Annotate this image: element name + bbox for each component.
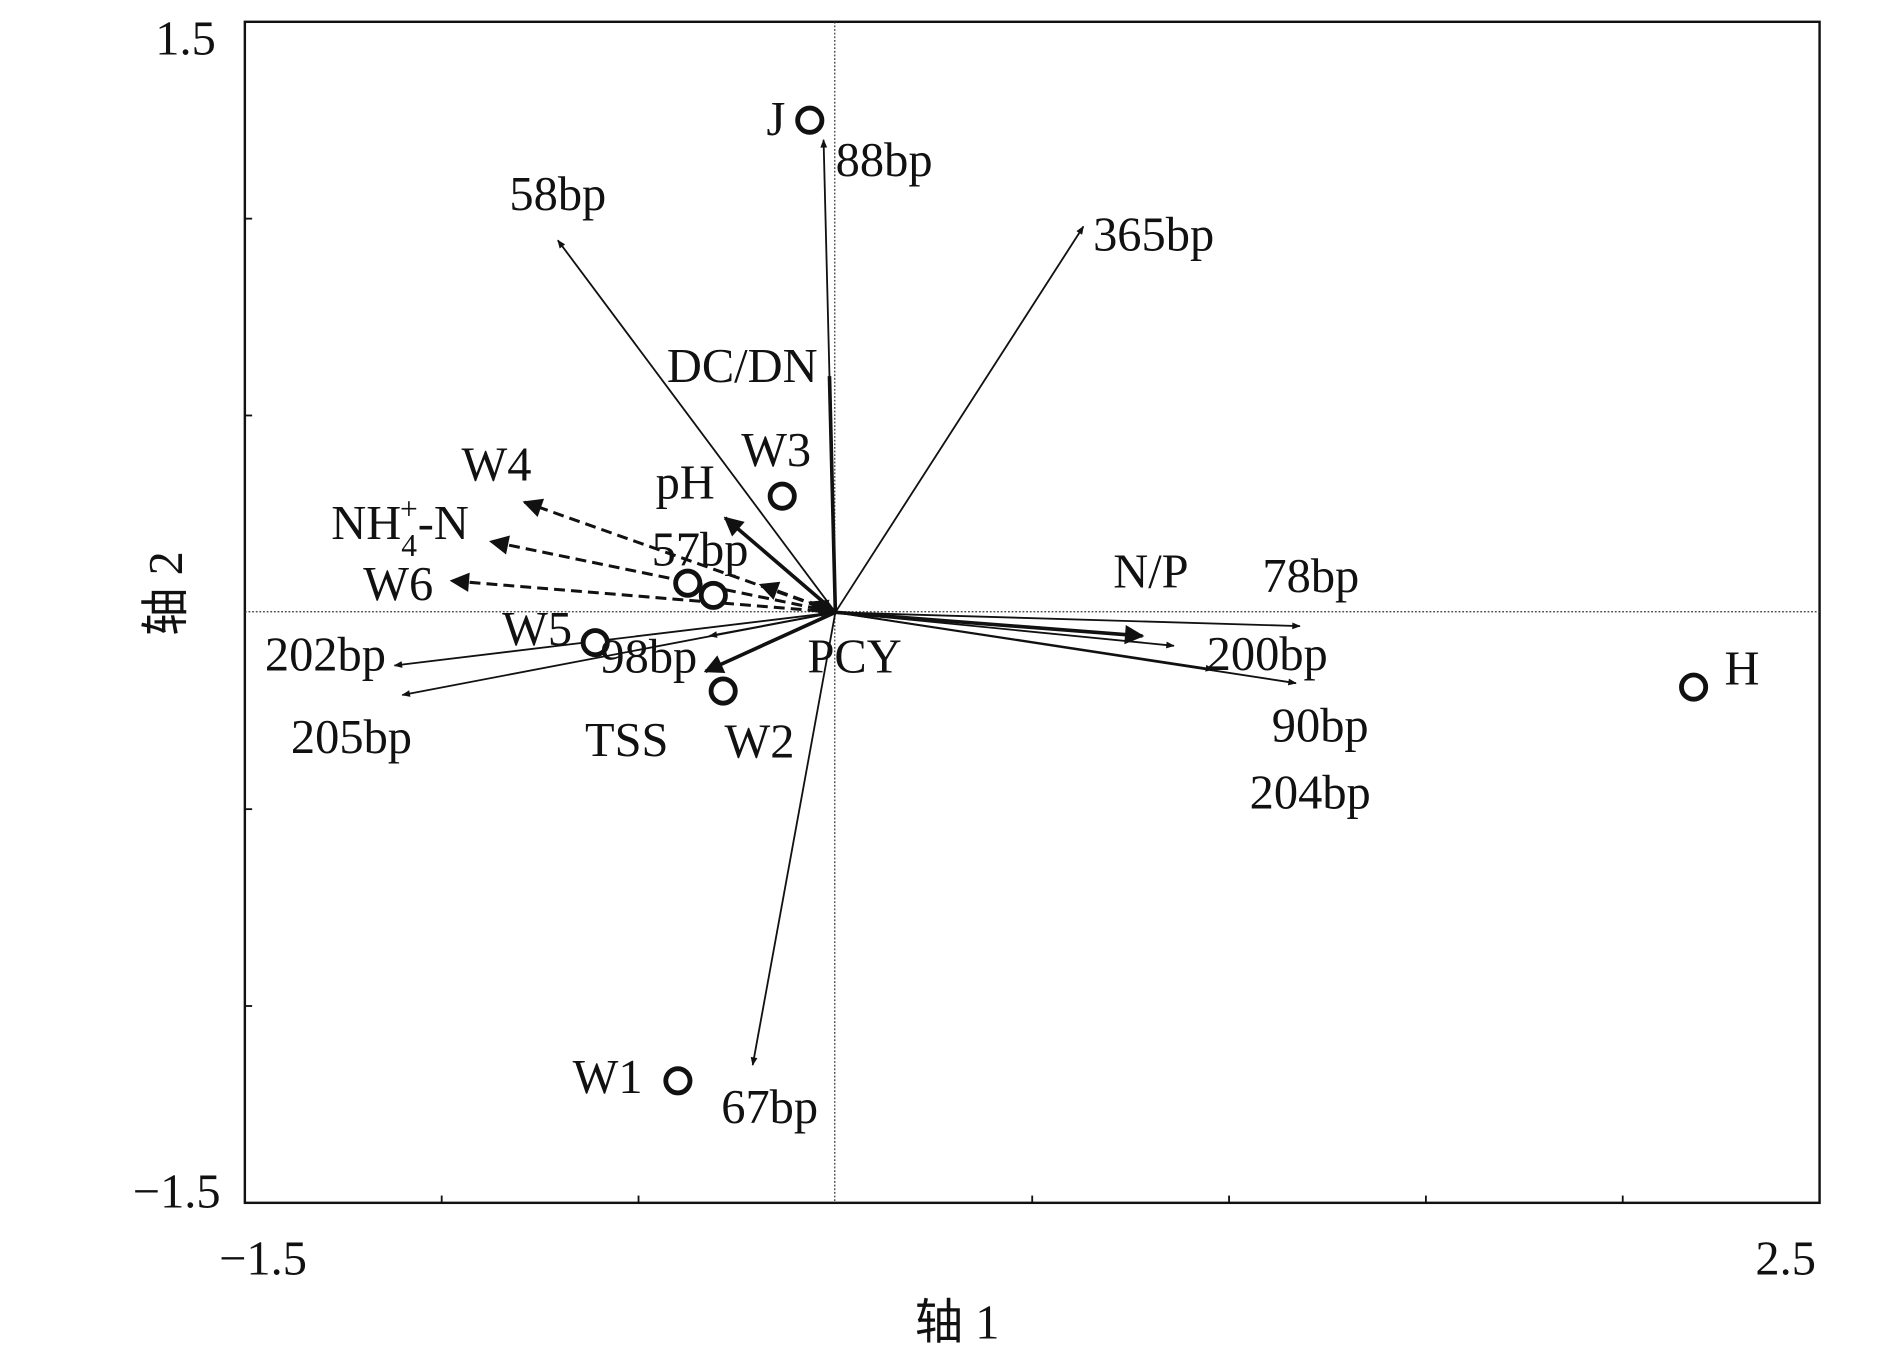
site-point: [795, 105, 825, 135]
site-point: [698, 580, 728, 610]
y-axis-label: 轴 2: [140, 551, 193, 636]
site-label: W2: [725, 716, 795, 769]
arrow-label: PCY: [807, 631, 901, 684]
site-label: J: [766, 93, 785, 146]
arrow-n-p: [835, 610, 1145, 645]
arrow-58bp: [557, 239, 837, 613]
arrow-label: N/P: [1113, 545, 1188, 598]
arrow-label: 205bp: [291, 711, 412, 764]
arrow-67bp: [750, 612, 837, 1066]
arrow-78bp: [835, 611, 1301, 630]
arrow-204bp: [835, 611, 1215, 672]
arrow-label: NH4+-N: [331, 492, 469, 563]
arrow-label: 58bp: [509, 168, 606, 221]
arrow-label: 78bp: [1262, 550, 1359, 603]
arrow-label: TSS: [585, 714, 668, 767]
y-tick-label-top: 1.5: [155, 13, 216, 66]
arrow-365bp: [834, 225, 1085, 613]
arrow-label: 202bp: [265, 628, 386, 681]
arrow-pcy: [807, 599, 837, 618]
site-label: H: [1725, 643, 1760, 696]
plot-frame: [243, 20, 1821, 1205]
arrow-label: 98bp: [600, 630, 697, 683]
arrow-label: W6: [363, 558, 433, 611]
site-point: [767, 481, 797, 511]
arrow-label: pH: [656, 456, 715, 509]
site-point: [580, 628, 610, 658]
arrow-w4: [522, 498, 836, 614]
arrow-label: 88bp: [836, 134, 933, 187]
x-tick-label-right: 2.5: [1755, 1232, 1816, 1285]
arrow-label: 90bp: [1272, 699, 1369, 752]
arrow-ph: [723, 516, 837, 614]
arrow-nh4-n: [489, 535, 836, 614]
x-axis-label: 轴 1: [915, 1297, 1000, 1350]
arrow-200bp: [835, 611, 1175, 649]
arrow-label: DC/DN: [667, 340, 818, 393]
arrow-dc-dn: [827, 376, 838, 613]
arrow-202bp: [393, 611, 836, 668]
site-label: W3: [741, 424, 811, 477]
y-tick-label-bottom: −1.5: [133, 1166, 221, 1219]
arrow-label: 57bp: [652, 523, 749, 576]
site-label: W5: [502, 603, 572, 656]
arrow-label: 200bp: [1207, 628, 1328, 681]
arrow-w6: [449, 572, 836, 614]
arrow-label: 365bp: [1093, 209, 1214, 262]
site-point: [708, 676, 738, 706]
arrow-label: 204bp: [1250, 767, 1371, 820]
x-tick-label-left: −1.5: [219, 1232, 307, 1285]
arrow-label: 67bp: [721, 1081, 818, 1134]
site-point: [673, 568, 703, 598]
site-point: [663, 1066, 693, 1096]
site-label: W1: [573, 1051, 643, 1104]
site-point: [1679, 672, 1709, 702]
arrow-label: W4: [462, 438, 532, 491]
arrow-tss: [703, 610, 837, 674]
